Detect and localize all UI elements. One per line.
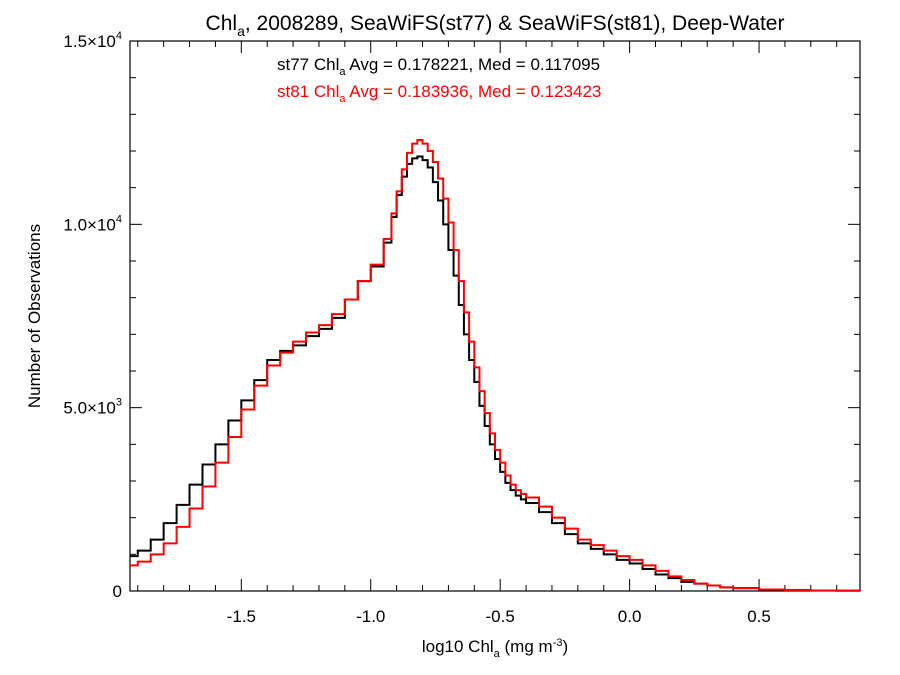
series-line-st81 — [130, 139, 861, 592]
y-tick-labels: 0 5.0×103 1.0×104 1.5×104 — [63, 30, 122, 601]
chart-title: Chla, 2008289, SeaWiFS(st77) & SeaWiFS(s… — [206, 12, 785, 39]
series-line-st77 — [130, 155, 861, 592]
x-tick-label: -1.5 — [227, 607, 256, 626]
x-axis-label: log10 Chla (mg m-3) — [422, 637, 568, 660]
plot-frame — [129, 40, 861, 592]
tick-marks — [130, 40, 860, 592]
annotation-st81: st81 Chla Avg = 0.183936, Med = 0.123423 — [277, 82, 601, 105]
annotation-st77: st77 Chla Avg = 0.178221, Med = 0.117095 — [277, 55, 600, 78]
y-tick-label: 0 — [113, 582, 122, 601]
x-tick-label: 0.5 — [747, 607, 771, 626]
x-tick-label: -1.0 — [356, 607, 385, 626]
y-tick-label: 1.0×104 — [63, 213, 122, 234]
y-axis-label: Number of Observations — [25, 224, 44, 408]
y-tick-label: 5.0×103 — [63, 397, 122, 418]
x-tick-labels: -1.5 -1.0 -0.5 0.0 0.5 — [227, 607, 771, 626]
x-tick-label: 0.0 — [618, 607, 642, 626]
x-tick-label: -0.5 — [486, 607, 515, 626]
y-tick-label: 1.5×104 — [63, 30, 122, 51]
series-layer — [130, 139, 861, 592]
